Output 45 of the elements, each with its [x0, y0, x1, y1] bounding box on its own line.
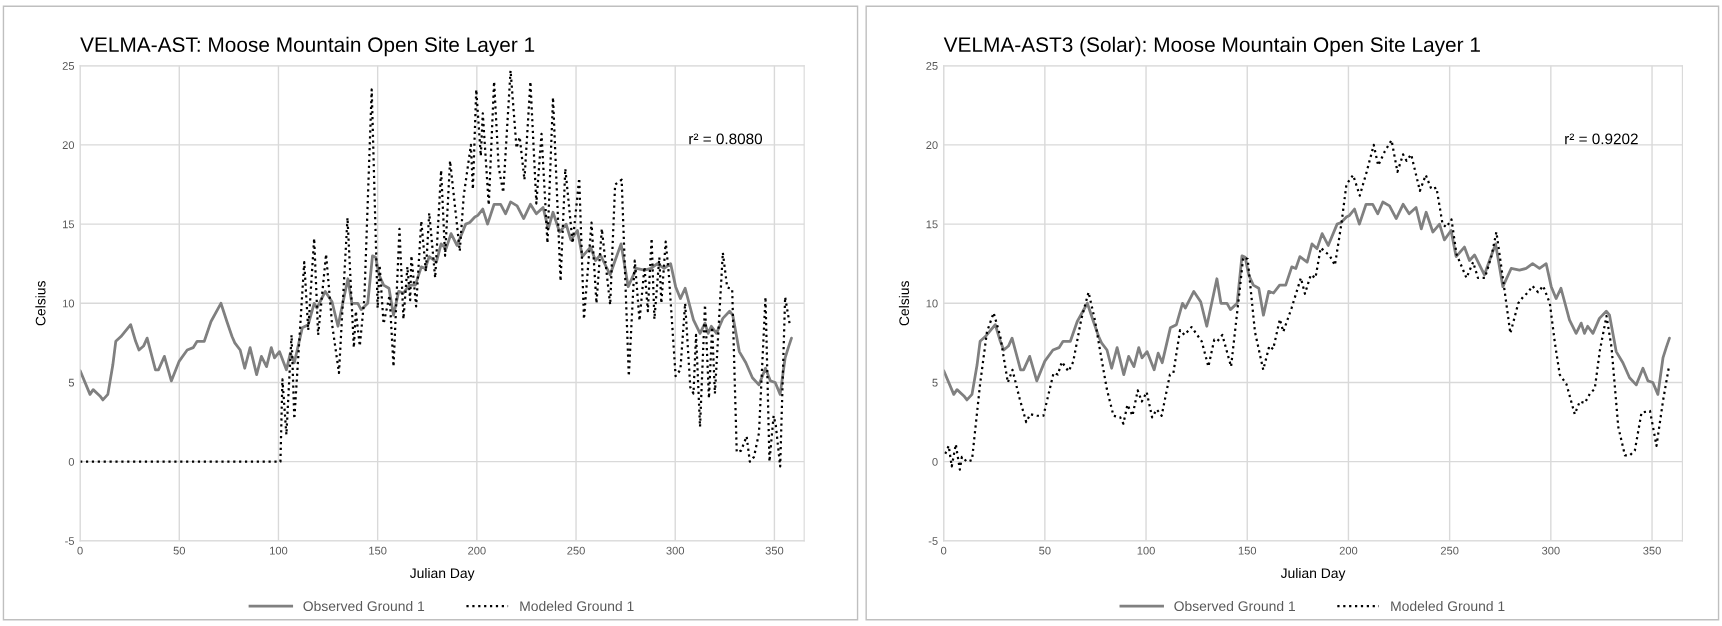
chart-title: VELMA-AST3 (Solar): Moose Mountain Open Site Layer 1	[943, 36, 1480, 57]
line-series	[80, 69, 791, 468]
annotation: r² = 0.9202	[1565, 133, 1638, 145]
x-tick-label: 300	[1541, 546, 1560, 555]
y-tick-label: 25	[62, 62, 75, 70]
x-tick-label: 100	[1137, 546, 1155, 555]
x-tick-label: 50	[173, 546, 186, 555]
x-tick-label: 0	[77, 546, 83, 555]
chart-title: VELMA-AST: Moose Mountain Open Site Layer 1	[80, 36, 535, 57]
legend-label: Modeled Ground 1	[1391, 600, 1505, 612]
y-tick-label: 25	[926, 62, 938, 70]
x-tick-label: 50	[1039, 546, 1051, 555]
x-tick-label: 300	[666, 546, 685, 555]
y-tick-label: 20	[926, 141, 938, 150]
x-tick-label: 100	[270, 546, 288, 555]
y-tick-label: 15	[63, 220, 75, 229]
x-tick-label: 200	[1339, 546, 1358, 555]
legend-label: Observed Ground 1	[1174, 600, 1295, 612]
y-tick-label: 5	[932, 378, 938, 387]
x-tick-label: 150	[1238, 546, 1257, 555]
x-tick-label: 150	[369, 546, 387, 555]
line-series	[80, 200, 793, 402]
y-tick-label: 15	[926, 220, 938, 229]
y-axis-title: Celsius	[35, 281, 46, 326]
annotation: r² = 0.8080	[689, 133, 763, 145]
line-series	[943, 200, 1671, 402]
x-tick-label: 200	[468, 546, 486, 555]
y-tick-label: 0	[932, 457, 938, 466]
y-tick-label: 5	[68, 378, 75, 387]
y-tick-label: 10	[926, 299, 938, 308]
x-axis-title: Julian Day	[1280, 567, 1346, 581]
y-tick-label: 0	[68, 457, 75, 466]
x-tick-label: 350	[1643, 546, 1661, 555]
x-tick-label: 0	[941, 546, 947, 555]
y-tick-label: -5	[65, 537, 75, 545]
legend-label: Observed Ground 1	[303, 600, 425, 612]
x-axis-title: Julian Day	[409, 567, 475, 581]
x-tick-label: 350	[765, 546, 784, 555]
y-tick-label: 10	[63, 299, 75, 308]
x-tick-label: 250	[1440, 546, 1459, 555]
legend-label: Modeled Ground 1	[520, 600, 634, 612]
y-axis-title: Celsius	[898, 281, 910, 326]
x-tick-label: 250	[567, 546, 585, 555]
y-tick-label: 20	[62, 141, 75, 150]
y-tick-label: -5	[928, 537, 938, 545]
